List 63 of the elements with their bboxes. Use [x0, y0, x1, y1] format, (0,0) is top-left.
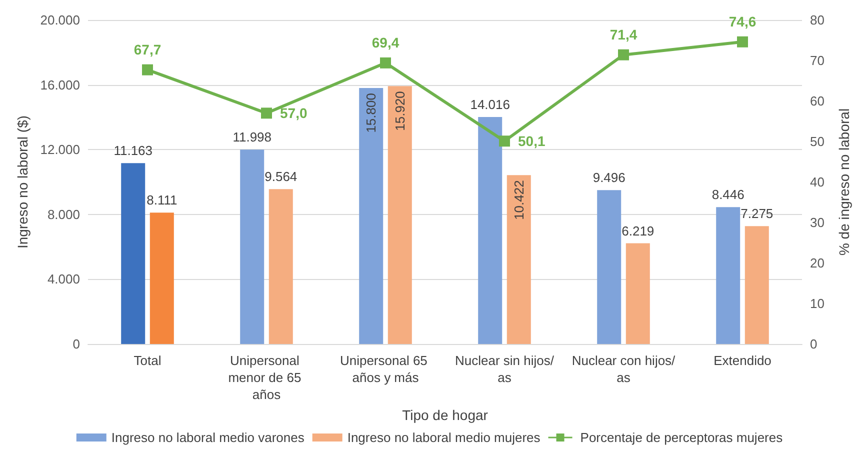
bar	[121, 163, 146, 344]
bar	[506, 175, 531, 344]
y2-tick-label: 60	[810, 94, 824, 108]
data-label: 11.998	[232, 130, 272, 145]
y2-tick-label: 50	[810, 134, 824, 149]
legend-label: Porcentaje de perceptoras mujeres	[580, 430, 784, 445]
x-tick-label: Total	[134, 353, 162, 368]
legend-label: Ingreso no laboral medio mujeres	[347, 430, 541, 445]
data-label: 8.446	[712, 187, 744, 202]
y2-tick-label: 20	[810, 256, 824, 270]
y2-axis-title: % de ingreso no laboral	[836, 108, 852, 256]
point	[142, 64, 153, 76]
bar	[268, 189, 293, 344]
bar	[744, 226, 769, 344]
data-label: 8.111	[146, 192, 178, 208]
x-tick-label: Unipersonal menor de 65 años	[228, 353, 305, 402]
bar	[597, 190, 622, 344]
y2-tick-label: 30	[810, 215, 824, 230]
y2-tick-label: 0	[810, 336, 818, 352]
y-tick-label: 8.000	[47, 206, 80, 222]
data-label: 6.219	[622, 223, 654, 238]
data-label: 15.800	[364, 93, 379, 133]
data-label: 14.016	[470, 96, 510, 112]
data-label: 50,1	[518, 133, 546, 150]
data-label: 71,4	[610, 26, 638, 42]
x-tick-label: Extendido	[714, 353, 772, 368]
data-label: 74,6	[728, 13, 756, 30]
bar	[150, 212, 174, 344]
bar	[359, 88, 384, 344]
bar	[626, 243, 650, 344]
x-axis-title: Tipo de hogar	[402, 406, 488, 423]
data-label: 7.275	[740, 206, 774, 222]
y-tick-label: 12.000	[40, 142, 80, 158]
data-label: 11.163	[114, 143, 152, 158]
point	[737, 36, 748, 48]
bar	[240, 150, 264, 344]
point	[499, 136, 510, 147]
data-label: 9.564	[264, 169, 298, 184]
x-tick-label: Nuclear sin hijos/as	[455, 353, 554, 385]
data-label: 57,0	[280, 105, 308, 122]
data-label: 67,7	[134, 41, 162, 58]
y2-tick-label: 70	[810, 53, 824, 68]
data-label: 15.920	[392, 91, 408, 131]
y2-tick-label: 10	[810, 296, 824, 311]
y2-tick-label: 40	[810, 174, 824, 190]
y-tick-label: 4.000	[47, 272, 80, 287]
point	[261, 108, 272, 119]
point	[618, 49, 629, 60]
point	[380, 57, 391, 68]
y-tick-label: 20.000	[40, 12, 80, 28]
bar	[478, 116, 502, 344]
data-label: 9.496	[592, 170, 626, 186]
x-tick-label: Unipersonal 65 años y más	[340, 353, 432, 385]
bar	[716, 207, 740, 344]
bar	[388, 86, 412, 344]
data-label: 69,4	[372, 34, 400, 50]
y-axis-title: Ingreso no laboral ($)	[14, 115, 30, 249]
legend-label: Ingreso no laboral medio varones	[111, 430, 305, 445]
data-label: 10.422	[511, 180, 526, 220]
y2-tick-label: 80	[810, 12, 824, 28]
y-tick-label: 16.000	[40, 77, 80, 92]
y-tick-label: 0	[72, 336, 80, 352]
x-tick-label: Nuclear con hijos/as	[572, 353, 676, 385]
